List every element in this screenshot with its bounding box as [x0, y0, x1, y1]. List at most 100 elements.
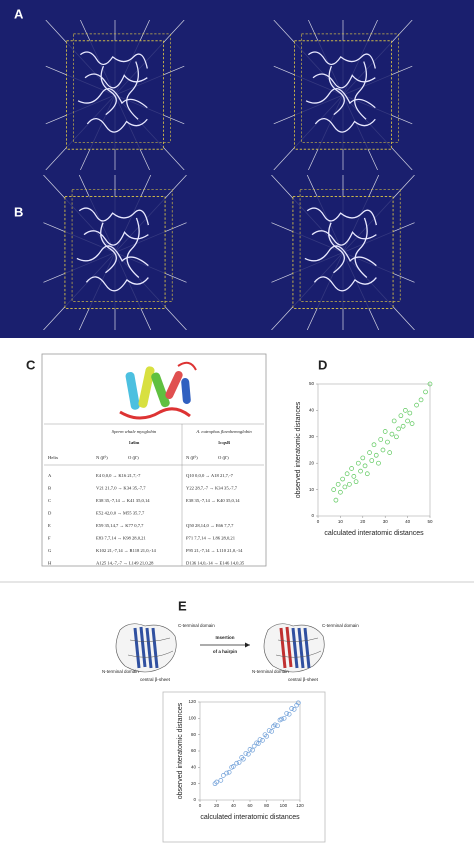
y-tick-label: 10: [309, 487, 315, 492]
data-point: [349, 466, 354, 471]
data-point: [333, 497, 339, 503]
data-point: [289, 706, 295, 711]
data-point: [418, 397, 424, 403]
x-axis-label: calculated interatomic distances: [324, 530, 424, 537]
x-tick-label: 0: [317, 519, 320, 524]
data-point: [226, 769, 232, 775]
helix-name: G: [48, 548, 52, 553]
y-tick-label: 60: [191, 748, 197, 753]
y-tick-label: 30: [309, 434, 315, 439]
diagram-label: central β-sheet: [288, 677, 319, 682]
data-point: [360, 455, 366, 461]
stereo-structure: [273, 20, 413, 170]
column-pdb: 1cqxB: [218, 440, 230, 445]
helix-name: D: [48, 511, 52, 516]
data-point: [284, 711, 290, 716]
data-point: [260, 738, 265, 743]
data-point: [403, 408, 408, 413]
stereo-structure: [42, 175, 188, 330]
data-point: [257, 737, 263, 742]
data-point: [279, 716, 285, 722]
y-tick-label: 50: [309, 381, 315, 386]
data-point: [240, 756, 246, 762]
data-point: [387, 450, 393, 455]
helix-name: E: [48, 523, 51, 528]
data-point: [389, 431, 395, 437]
data-point: [218, 778, 224, 783]
arrow-label: of a hairpin: [213, 649, 238, 654]
data-point: [224, 770, 230, 776]
data-point: [398, 413, 404, 419]
stereo-structure: [270, 175, 416, 330]
data-point: [396, 426, 401, 432]
helix-range: A125 14,-7,-7 → L149 21,0,28: [96, 561, 154, 567]
y-tick-label: 0: [311, 513, 314, 518]
panel-label: C: [26, 357, 36, 372]
data-point: [353, 479, 359, 485]
data-point: [245, 751, 251, 757]
scatter-chart: 0 10 20 30 40 50 0 10 20 30 40 50 calculated interat…: [295, 381, 433, 537]
data-point: [247, 747, 253, 752]
helix-range: V21 21,7,0 → K34 35,-7,7: [96, 486, 146, 492]
x-tick-label: 20: [360, 519, 366, 524]
panel-label: B: [14, 204, 23, 219]
y-tick-label: 20: [191, 781, 197, 786]
diagram-label: C-terminal domain: [322, 623, 359, 628]
data-point: [344, 471, 350, 477]
helix-range: P71 7,7,14 → L86 28,0,21: [186, 536, 236, 542]
chart-frame: [162, 691, 326, 843]
domain-diagram: [115, 623, 325, 673]
helix-range: Q10 0,0,0 → A18 21,7,-7: [186, 473, 234, 479]
x-tick-label: 40: [405, 519, 411, 524]
data-point: [295, 700, 301, 706]
helix-range: E83 7,7,14 → K98 28,0,21: [96, 536, 146, 542]
x-tick-label: 80: [264, 803, 270, 808]
data-point: [250, 747, 255, 753]
data-point: [220, 773, 226, 778]
data-point: [378, 437, 384, 442]
x-axis-label: calculated interatomic distances: [200, 814, 300, 821]
helix-header: Helix: [48, 455, 59, 460]
data-point: [331, 487, 337, 492]
data-point: [423, 389, 428, 395]
data-point: [400, 423, 406, 429]
data-point: [264, 733, 270, 739]
y-tick-label: 100: [188, 716, 196, 721]
helix-name: H: [48, 561, 52, 566]
panel-label: A: [14, 6, 24, 21]
x-tick-label: 30: [383, 519, 389, 524]
data-point: [266, 728, 272, 733]
helix-range: F95 21,-7,14 → L110 21,0,-14: [186, 548, 243, 554]
data-point: [236, 760, 242, 765]
data-point: [291, 706, 297, 712]
y-tick-label: 40: [309, 408, 315, 413]
helix-range: K102 21,-7,14 → R118 21,0,-14: [96, 548, 157, 554]
y-axis-label: observed interatomic distances: [295, 401, 302, 498]
x-tick-label: 120: [296, 803, 304, 808]
helix-range: E59 35,14,7 → K77 0,7,7: [96, 523, 144, 529]
helix-name: C: [48, 498, 51, 503]
data-point: [251, 743, 257, 749]
data-point: [369, 458, 375, 463]
data-point: [362, 463, 368, 469]
arrow-label: Insertion: [215, 635, 234, 640]
column-subheader: O (β'): [128, 455, 139, 460]
x-tick-label: 10: [338, 519, 344, 524]
data-point: [367, 450, 372, 455]
data-point: [391, 418, 397, 424]
data-point: [371, 442, 377, 448]
data-point: [373, 452, 379, 458]
helix-range: E52 42,0,0 → M55 35,7,7: [96, 511, 145, 517]
diagram-label: N-terminal domain: [252, 669, 289, 674]
helix-name: A: [48, 473, 52, 478]
data-point: [281, 715, 287, 721]
x-tick-label: 40: [231, 803, 237, 808]
y-axis-label: observed interatomic distances: [177, 702, 184, 799]
y-tick-label: 80: [191, 732, 197, 737]
helix-range: Q50 28,14,0 → E66 7,7,7: [186, 523, 234, 529]
column-subheader: N (β⁰): [96, 455, 108, 460]
panel-label: E: [178, 598, 187, 613]
data-point: [382, 429, 388, 434]
column-title: A. eutrophus flavohemoglobin: [195, 429, 252, 434]
